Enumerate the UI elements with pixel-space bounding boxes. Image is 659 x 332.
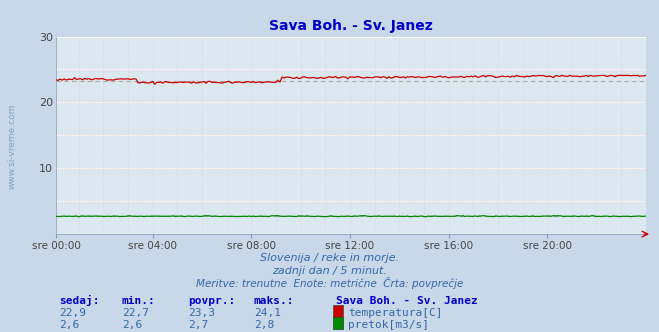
Text: sedaj:: sedaj: [59, 295, 100, 306]
Text: Sava Boh. - Sv. Janez: Sava Boh. - Sv. Janez [336, 296, 478, 306]
Text: povpr.:: povpr.: [188, 296, 235, 306]
Text: Meritve: trenutne  Enote: metrične  Črta: povprečje: Meritve: trenutne Enote: metrične Črta: … [196, 277, 463, 289]
Text: 2,6: 2,6 [122, 320, 142, 330]
Text: 23,3: 23,3 [188, 308, 215, 318]
Text: Slovenija / reke in morje.: Slovenija / reke in morje. [260, 253, 399, 263]
Text: pretok[m3/s]: pretok[m3/s] [348, 320, 429, 330]
Text: zadnji dan / 5 minut.: zadnji dan / 5 minut. [272, 266, 387, 276]
Text: min.:: min.: [122, 296, 156, 306]
Text: 2,8: 2,8 [254, 320, 274, 330]
Title: Sava Boh. - Sv. Janez: Sava Boh. - Sv. Janez [269, 19, 433, 33]
Text: maks.:: maks.: [254, 296, 294, 306]
Text: temperatura[C]: temperatura[C] [348, 308, 442, 318]
Text: 22,9: 22,9 [59, 308, 86, 318]
Text: 2,7: 2,7 [188, 320, 208, 330]
Text: 2,6: 2,6 [59, 320, 80, 330]
Text: www.si-vreme.com: www.si-vreme.com [8, 103, 17, 189]
Text: 22,7: 22,7 [122, 308, 149, 318]
Text: 24,1: 24,1 [254, 308, 281, 318]
